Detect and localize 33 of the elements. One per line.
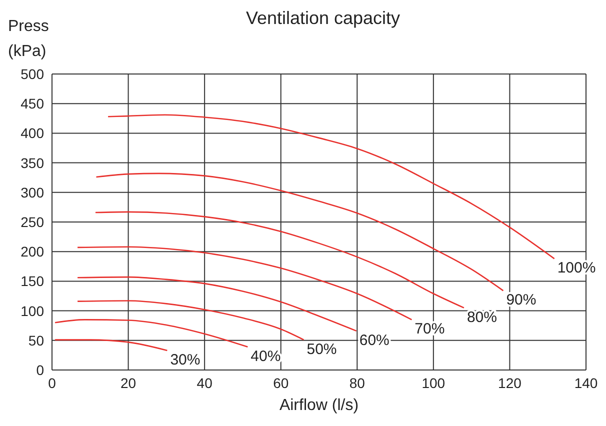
x-tick-label: 120 xyxy=(498,374,522,391)
line-series xyxy=(76,300,304,340)
line-series xyxy=(76,246,412,320)
y-tick-label: 500 xyxy=(20,66,44,82)
line-series xyxy=(94,211,465,308)
x-tick-label: 40 xyxy=(196,374,213,391)
x-tick-label: 0 xyxy=(48,374,56,391)
series-label: 40% xyxy=(250,348,281,365)
chart-title: Ventilation capacity xyxy=(246,8,400,28)
series-label: 80% xyxy=(466,308,497,326)
y-tick-label: 350 xyxy=(20,154,44,171)
y-tick-label: 400 xyxy=(20,125,44,142)
y-tick-label: 250 xyxy=(20,214,44,230)
x-tick-label: 80 xyxy=(349,374,366,391)
y-tick-label: 450 xyxy=(20,96,44,112)
series-label: 50% xyxy=(306,340,337,358)
x-tick-label: 60 xyxy=(273,374,289,391)
series-label: 30% xyxy=(170,351,200,368)
x-tick-label: 20 xyxy=(120,374,136,391)
y-tick-label: 100 xyxy=(20,302,44,319)
y-tick-label: 50 xyxy=(28,332,44,348)
y-tick-label: 150 xyxy=(20,273,44,290)
y-tick-label: 0 xyxy=(36,362,44,378)
y-tick-label: 300 xyxy=(20,184,44,200)
x-tick-label: 100 xyxy=(422,374,446,391)
line-series xyxy=(54,319,248,348)
y-axis-title: Press (kPa) xyxy=(8,17,50,62)
x-tick-label: 140 xyxy=(574,374,598,391)
y-tick-label: 200 xyxy=(20,244,44,260)
x-axis-title: Airflow (l/s) xyxy=(279,397,359,414)
line-series xyxy=(76,276,358,332)
line-series xyxy=(96,172,504,292)
line-series xyxy=(107,114,555,260)
